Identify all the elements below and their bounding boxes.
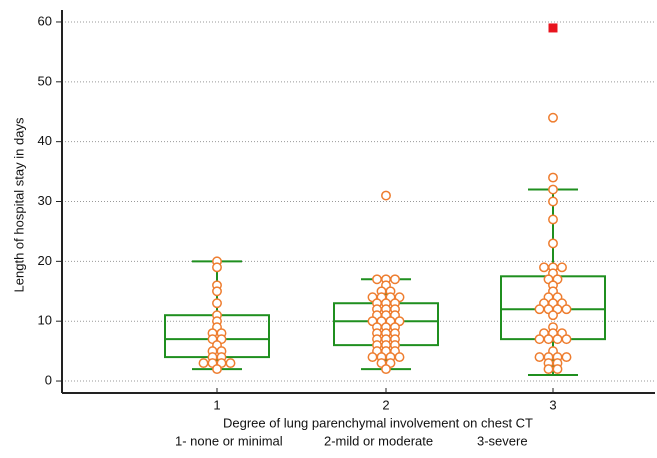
- data-point: [552, 334, 563, 345]
- data-point: [543, 364, 554, 375]
- data-point: [548, 196, 558, 207]
- data-point: [548, 238, 558, 249]
- data-point: [212, 286, 222, 297]
- data-point: [534, 334, 545, 345]
- y-tick-label: 20: [38, 253, 52, 268]
- outlier: [548, 23, 558, 33]
- data-point: [225, 358, 236, 369]
- y-tick-label: 60: [38, 13, 52, 28]
- data-point: [548, 112, 558, 123]
- x-note: 2-mild or moderate: [324, 433, 433, 448]
- x-tick-label: 2: [382, 397, 389, 412]
- data-point: [394, 352, 405, 363]
- data-point: [381, 364, 391, 375]
- data-point: [212, 298, 222, 309]
- x-note: 1- none or minimal: [175, 433, 283, 448]
- data-point: [198, 358, 209, 369]
- data-point: [561, 352, 572, 363]
- y-tick-label: 50: [38, 73, 52, 88]
- data-point: [548, 184, 558, 195]
- x-tick-label: 1: [213, 397, 220, 412]
- x-tick-label: 3: [549, 397, 556, 412]
- data-point: [548, 172, 558, 183]
- x-axis-label: Degree of lung parenchymal involvement o…: [223, 415, 533, 430]
- data-point: [212, 364, 222, 375]
- y-tick-label: 0: [45, 372, 52, 387]
- data-point: [552, 364, 563, 375]
- data-point: [367, 352, 378, 363]
- data-point: [381, 190, 391, 201]
- y-tick-label: 30: [38, 193, 52, 208]
- y-tick-label: 40: [38, 133, 52, 148]
- x-note: 3-severe: [477, 433, 528, 448]
- data-point: [557, 262, 567, 273]
- data-point: [539, 262, 549, 273]
- data-point: [390, 274, 400, 285]
- data-point: [561, 334, 572, 345]
- y-axis-label: Length of hospital stay in days: [11, 117, 26, 292]
- data-point: [534, 304, 545, 315]
- data-point: [561, 304, 572, 315]
- data-point: [543, 334, 554, 345]
- data-point: [534, 352, 545, 363]
- data-point: [372, 274, 382, 285]
- data-point: [212, 262, 222, 273]
- data-point: [548, 214, 558, 225]
- y-tick-label: 10: [38, 313, 52, 328]
- data-point: [548, 310, 558, 321]
